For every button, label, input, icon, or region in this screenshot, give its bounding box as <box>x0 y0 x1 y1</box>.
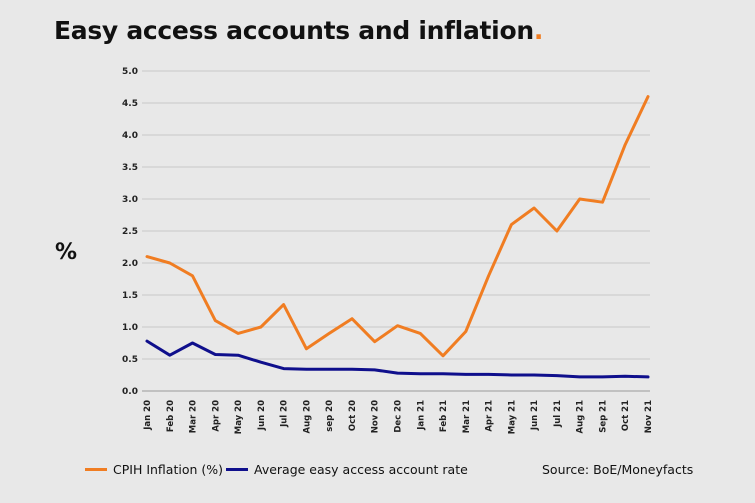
y-tick-label: 5.0 <box>122 67 138 77</box>
x-tick-label: Feb 21 <box>439 400 449 432</box>
data-point-cpih <box>305 348 307 350</box>
data-point-easy-access <box>465 373 467 375</box>
data-point-easy-access <box>237 354 239 356</box>
data-point-cpih <box>237 332 239 334</box>
data-point-easy-access <box>305 368 307 370</box>
legend-swatch-navy <box>226 468 248 471</box>
data-point-easy-access <box>601 376 603 378</box>
x-tick-label: Aug 20 <box>302 400 312 434</box>
x-tick-label: Oct 20 <box>348 400 358 431</box>
source-note: Source: BoE/Moneyfacts <box>542 462 694 477</box>
data-point-cpih <box>351 318 353 320</box>
data-point-cpih <box>579 198 581 200</box>
data-point-easy-access <box>510 374 512 376</box>
data-point-easy-access <box>351 368 353 370</box>
data-point-cpih <box>556 230 558 232</box>
y-tick-label: 0.0 <box>122 387 138 397</box>
data-point-easy-access <box>419 373 421 375</box>
x-tick-label: Dec 20 <box>394 400 404 433</box>
title-accent-dot: . <box>533 16 544 45</box>
data-point-cpih <box>260 326 262 328</box>
data-point-cpih <box>488 275 490 277</box>
data-point-cpih <box>374 341 376 343</box>
x-tick-label: Oct 21 <box>621 400 631 431</box>
data-point-cpih <box>214 320 216 322</box>
series-lines <box>145 95 650 379</box>
data-point-easy-access <box>146 340 148 342</box>
data-point-cpih <box>624 144 626 146</box>
legend-label-easy-access: Average easy access account rate <box>254 462 468 477</box>
data-point-easy-access <box>397 372 398 374</box>
data-point-easy-access <box>192 342 194 344</box>
y-tick-label: 1.5 <box>122 291 138 301</box>
x-tick-label: May 21 <box>507 400 517 434</box>
chart-title: Easy access accounts and inflation. <box>54 16 544 45</box>
y-tick-label: 3.0 <box>122 195 138 205</box>
legend-item-easy-access: Average easy access account rate <box>226 462 468 477</box>
data-point-cpih <box>328 332 330 334</box>
data-point-easy-access <box>328 368 330 370</box>
y-tick-label: 4.0 <box>122 131 138 141</box>
data-point-cpih <box>510 224 512 226</box>
data-point-cpih <box>397 325 398 327</box>
data-point-easy-access <box>488 373 490 375</box>
data-point-cpih <box>419 332 421 334</box>
legend-item-cpih: CPIH Inflation (%) <box>85 462 223 477</box>
x-tick-label: sep 20 <box>325 400 335 432</box>
y-tick-label: 1.0 <box>122 323 138 333</box>
data-point-easy-access <box>214 354 216 356</box>
data-point-cpih <box>169 262 171 264</box>
x-tick-label: Feb 20 <box>166 400 176 432</box>
y-tick-labels: 0.0 0.5 1.0 1.5 2.0 2.5 3.0 3.5 4.0 4.5 5.0 <box>122 67 138 397</box>
data-point-cpih <box>533 207 535 209</box>
x-tick-label: May 20 <box>234 400 244 434</box>
x-tick-label: Mar 21 <box>462 400 472 433</box>
data-point-easy-access <box>624 375 626 377</box>
legend-label-cpih: CPIH Inflation (%) <box>113 462 224 477</box>
x-tick-label: Sep 21 <box>598 400 608 433</box>
data-point-easy-access <box>260 361 262 363</box>
y-axis-label: % <box>55 240 78 265</box>
x-tick-label: Nov 21 <box>644 400 654 433</box>
data-point-cpih <box>647 96 649 98</box>
data-point-cpih <box>283 304 285 306</box>
data-point-easy-access <box>533 374 535 376</box>
x-tick-label: Apr 20 <box>211 400 221 432</box>
x-tick-label: Jun 20 <box>257 400 267 431</box>
data-point-cpih <box>192 275 194 277</box>
x-tick-label: Mar 20 <box>189 400 199 433</box>
data-point-easy-access <box>283 368 285 370</box>
x-tick-label: Nov 20 <box>371 400 381 433</box>
y-tick-label: 4.5 <box>122 99 138 109</box>
data-point-easy-access <box>647 376 649 378</box>
line-chart: 0.0 0.5 1.0 1.5 2.0 2.5 3.0 3.5 4.0 4.5 5.0 Jan 20… <box>122 67 654 434</box>
data-point-cpih <box>146 256 148 258</box>
data-point-cpih <box>442 355 444 357</box>
x-tick-label: Jan 20 <box>143 400 153 431</box>
y-tick-label: 2.0 <box>122 259 138 269</box>
x-tick-label: Jul 20 <box>280 400 290 428</box>
x-tick-labels: Jan 20 Feb 20 Mar 20 Apr 20 May 20 Jun 20 Jul … <box>143 400 654 434</box>
data-point-cpih <box>601 201 603 203</box>
gridlines <box>142 70 650 392</box>
data-point-easy-access <box>579 376 581 378</box>
data-point-easy-access <box>374 369 376 371</box>
x-tick-label: Jul 21 <box>553 400 563 428</box>
x-tick-label: Jun 21 <box>530 400 540 431</box>
y-tick-label: 2.5 <box>122 227 138 237</box>
legend-swatch-orange <box>85 468 107 471</box>
x-tick-label: Jan 21 <box>416 400 426 431</box>
data-point-easy-access <box>556 375 558 377</box>
x-tick-label: Apr 21 <box>485 400 495 432</box>
legend: CPIH Inflation (%) Average easy access a… <box>0 462 755 486</box>
y-tick-label: 3.5 <box>122 163 138 173</box>
data-point-easy-access <box>169 354 171 356</box>
x-tick-label: Aug 21 <box>576 400 586 434</box>
y-tick-label: 0.5 <box>122 355 138 365</box>
data-point-cpih <box>465 330 467 332</box>
data-point-easy-access <box>442 373 444 375</box>
